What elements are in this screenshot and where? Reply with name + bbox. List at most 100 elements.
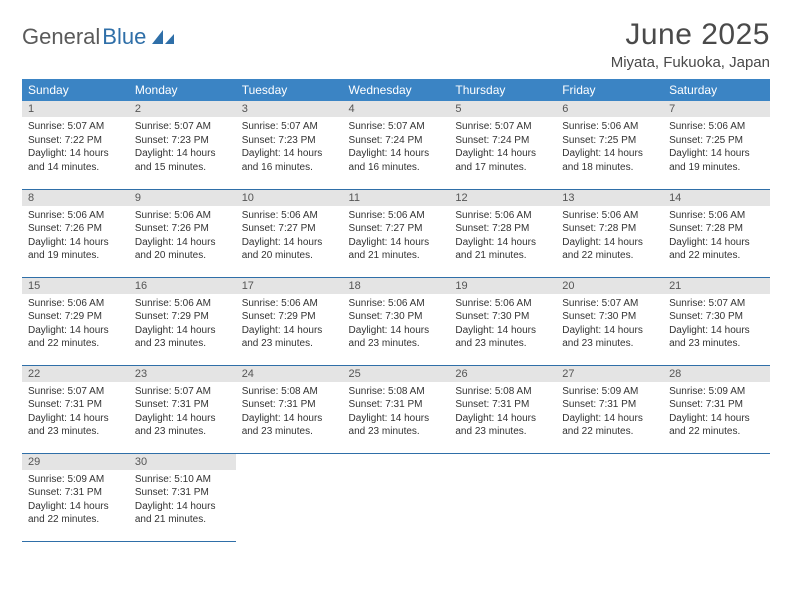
calendar-cell: 5Sunrise: 5:07 AMSunset: 7:24 PMDaylight… [449,101,556,189]
calendar-cell: 6Sunrise: 5:06 AMSunset: 7:25 PMDaylight… [556,101,663,189]
day-body: Sunrise: 5:07 AMSunset: 7:31 PMDaylight:… [22,382,129,445]
day-number: 11 [343,190,450,206]
day-body: Sunrise: 5:06 AMSunset: 7:25 PMDaylight:… [556,117,663,180]
calendar-cell [556,453,663,541]
calendar-header-row: SundayMondayTuesdayWednesdayThursdayFrid… [22,79,770,101]
calendar-cell [343,453,450,541]
calendar-cell: 16Sunrise: 5:06 AMSunset: 7:29 PMDayligh… [129,277,236,365]
calendar-table: SundayMondayTuesdayWednesdayThursdayFrid… [22,79,770,542]
logo: GeneralBlue [22,18,176,50]
day-body: Sunrise: 5:06 AMSunset: 7:28 PMDaylight:… [449,206,556,269]
weekday-header: Thursday [449,79,556,101]
calendar-cell: 12Sunrise: 5:06 AMSunset: 7:28 PMDayligh… [449,189,556,277]
day-body: Sunrise: 5:06 AMSunset: 7:29 PMDaylight:… [22,294,129,357]
calendar-cell: 9Sunrise: 5:06 AMSunset: 7:26 PMDaylight… [129,189,236,277]
calendar-cell: 10Sunrise: 5:06 AMSunset: 7:27 PMDayligh… [236,189,343,277]
calendar-cell [449,453,556,541]
day-number: 7 [663,101,770,117]
title-block: June 2025 Miyata, Fukuoka, Japan [611,18,770,71]
day-body: Sunrise: 5:07 AMSunset: 7:30 PMDaylight:… [556,294,663,357]
day-number: 19 [449,278,556,294]
calendar-week-row: 22Sunrise: 5:07 AMSunset: 7:31 PMDayligh… [22,365,770,453]
calendar-cell: 24Sunrise: 5:08 AMSunset: 7:31 PMDayligh… [236,365,343,453]
day-number: 25 [343,366,450,382]
day-body: Sunrise: 5:06 AMSunset: 7:30 PMDaylight:… [449,294,556,357]
day-number: 3 [236,101,343,117]
day-number: 14 [663,190,770,206]
day-number: 30 [129,454,236,470]
day-number: 10 [236,190,343,206]
day-number: 22 [22,366,129,382]
calendar-cell: 18Sunrise: 5:06 AMSunset: 7:30 PMDayligh… [343,277,450,365]
calendar-cell: 22Sunrise: 5:07 AMSunset: 7:31 PMDayligh… [22,365,129,453]
day-body: Sunrise: 5:06 AMSunset: 7:27 PMDaylight:… [343,206,450,269]
day-body: Sunrise: 5:09 AMSunset: 7:31 PMDaylight:… [556,382,663,445]
weekday-header: Tuesday [236,79,343,101]
calendar-week-row: 29Sunrise: 5:09 AMSunset: 7:31 PMDayligh… [22,453,770,541]
calendar-cell: 11Sunrise: 5:06 AMSunset: 7:27 PMDayligh… [343,189,450,277]
weekday-header: Saturday [663,79,770,101]
day-number: 15 [22,278,129,294]
day-number: 24 [236,366,343,382]
calendar-cell: 30Sunrise: 5:10 AMSunset: 7:31 PMDayligh… [129,453,236,541]
day-number: 23 [129,366,236,382]
day-body: Sunrise: 5:07 AMSunset: 7:30 PMDaylight:… [663,294,770,357]
day-number: 16 [129,278,236,294]
calendar-cell: 3Sunrise: 5:07 AMSunset: 7:23 PMDaylight… [236,101,343,189]
day-body: Sunrise: 5:06 AMSunset: 7:28 PMDaylight:… [556,206,663,269]
calendar-cell: 8Sunrise: 5:06 AMSunset: 7:26 PMDaylight… [22,189,129,277]
calendar-cell: 13Sunrise: 5:06 AMSunset: 7:28 PMDayligh… [556,189,663,277]
day-number: 28 [663,366,770,382]
day-number: 8 [22,190,129,206]
calendar-week-row: 1Sunrise: 5:07 AMSunset: 7:22 PMDaylight… [22,101,770,189]
calendar-week-row: 8Sunrise: 5:06 AMSunset: 7:26 PMDaylight… [22,189,770,277]
day-number: 6 [556,101,663,117]
header: GeneralBlue June 2025 Miyata, Fukuoka, J… [22,18,770,71]
calendar-cell: 2Sunrise: 5:07 AMSunset: 7:23 PMDaylight… [129,101,236,189]
day-body: Sunrise: 5:06 AMSunset: 7:26 PMDaylight:… [22,206,129,269]
day-number: 12 [449,190,556,206]
calendar-cell: 27Sunrise: 5:09 AMSunset: 7:31 PMDayligh… [556,365,663,453]
day-body: Sunrise: 5:07 AMSunset: 7:22 PMDaylight:… [22,117,129,180]
calendar-cell: 25Sunrise: 5:08 AMSunset: 7:31 PMDayligh… [343,365,450,453]
day-body: Sunrise: 5:07 AMSunset: 7:23 PMDaylight:… [236,117,343,180]
day-number: 26 [449,366,556,382]
day-number: 17 [236,278,343,294]
calendar-week-row: 15Sunrise: 5:06 AMSunset: 7:29 PMDayligh… [22,277,770,365]
day-number: 1 [22,101,129,117]
calendar-cell: 21Sunrise: 5:07 AMSunset: 7:30 PMDayligh… [663,277,770,365]
day-body: Sunrise: 5:06 AMSunset: 7:29 PMDaylight:… [236,294,343,357]
day-body: Sunrise: 5:06 AMSunset: 7:30 PMDaylight:… [343,294,450,357]
day-body: Sunrise: 5:07 AMSunset: 7:31 PMDaylight:… [129,382,236,445]
calendar-cell: 14Sunrise: 5:06 AMSunset: 7:28 PMDayligh… [663,189,770,277]
day-number: 13 [556,190,663,206]
day-number: 21 [663,278,770,294]
calendar-cell: 1Sunrise: 5:07 AMSunset: 7:22 PMDaylight… [22,101,129,189]
weekday-header: Monday [129,79,236,101]
day-body: Sunrise: 5:08 AMSunset: 7:31 PMDaylight:… [449,382,556,445]
weekday-header: Friday [556,79,663,101]
calendar-body: 1Sunrise: 5:07 AMSunset: 7:22 PMDaylight… [22,101,770,541]
day-body: Sunrise: 5:07 AMSunset: 7:24 PMDaylight:… [449,117,556,180]
day-body: Sunrise: 5:06 AMSunset: 7:29 PMDaylight:… [129,294,236,357]
day-number: 2 [129,101,236,117]
day-number: 18 [343,278,450,294]
day-body: Sunrise: 5:09 AMSunset: 7:31 PMDaylight:… [22,470,129,533]
day-body: Sunrise: 5:09 AMSunset: 7:31 PMDaylight:… [663,382,770,445]
day-body: Sunrise: 5:06 AMSunset: 7:25 PMDaylight:… [663,117,770,180]
logo-text-blue: Blue [102,24,146,50]
location: Miyata, Fukuoka, Japan [611,54,770,71]
day-number: 27 [556,366,663,382]
month-title: June 2025 [611,18,770,52]
calendar-cell: 23Sunrise: 5:07 AMSunset: 7:31 PMDayligh… [129,365,236,453]
day-number: 9 [129,190,236,206]
calendar-cell: 28Sunrise: 5:09 AMSunset: 7:31 PMDayligh… [663,365,770,453]
day-number: 5 [449,101,556,117]
day-body: Sunrise: 5:06 AMSunset: 7:28 PMDaylight:… [663,206,770,269]
day-body: Sunrise: 5:07 AMSunset: 7:23 PMDaylight:… [129,117,236,180]
weekday-header: Wednesday [343,79,450,101]
weekday-header: Sunday [22,79,129,101]
day-body: Sunrise: 5:08 AMSunset: 7:31 PMDaylight:… [236,382,343,445]
calendar-cell: 29Sunrise: 5:09 AMSunset: 7:31 PMDayligh… [22,453,129,541]
calendar-cell [663,453,770,541]
